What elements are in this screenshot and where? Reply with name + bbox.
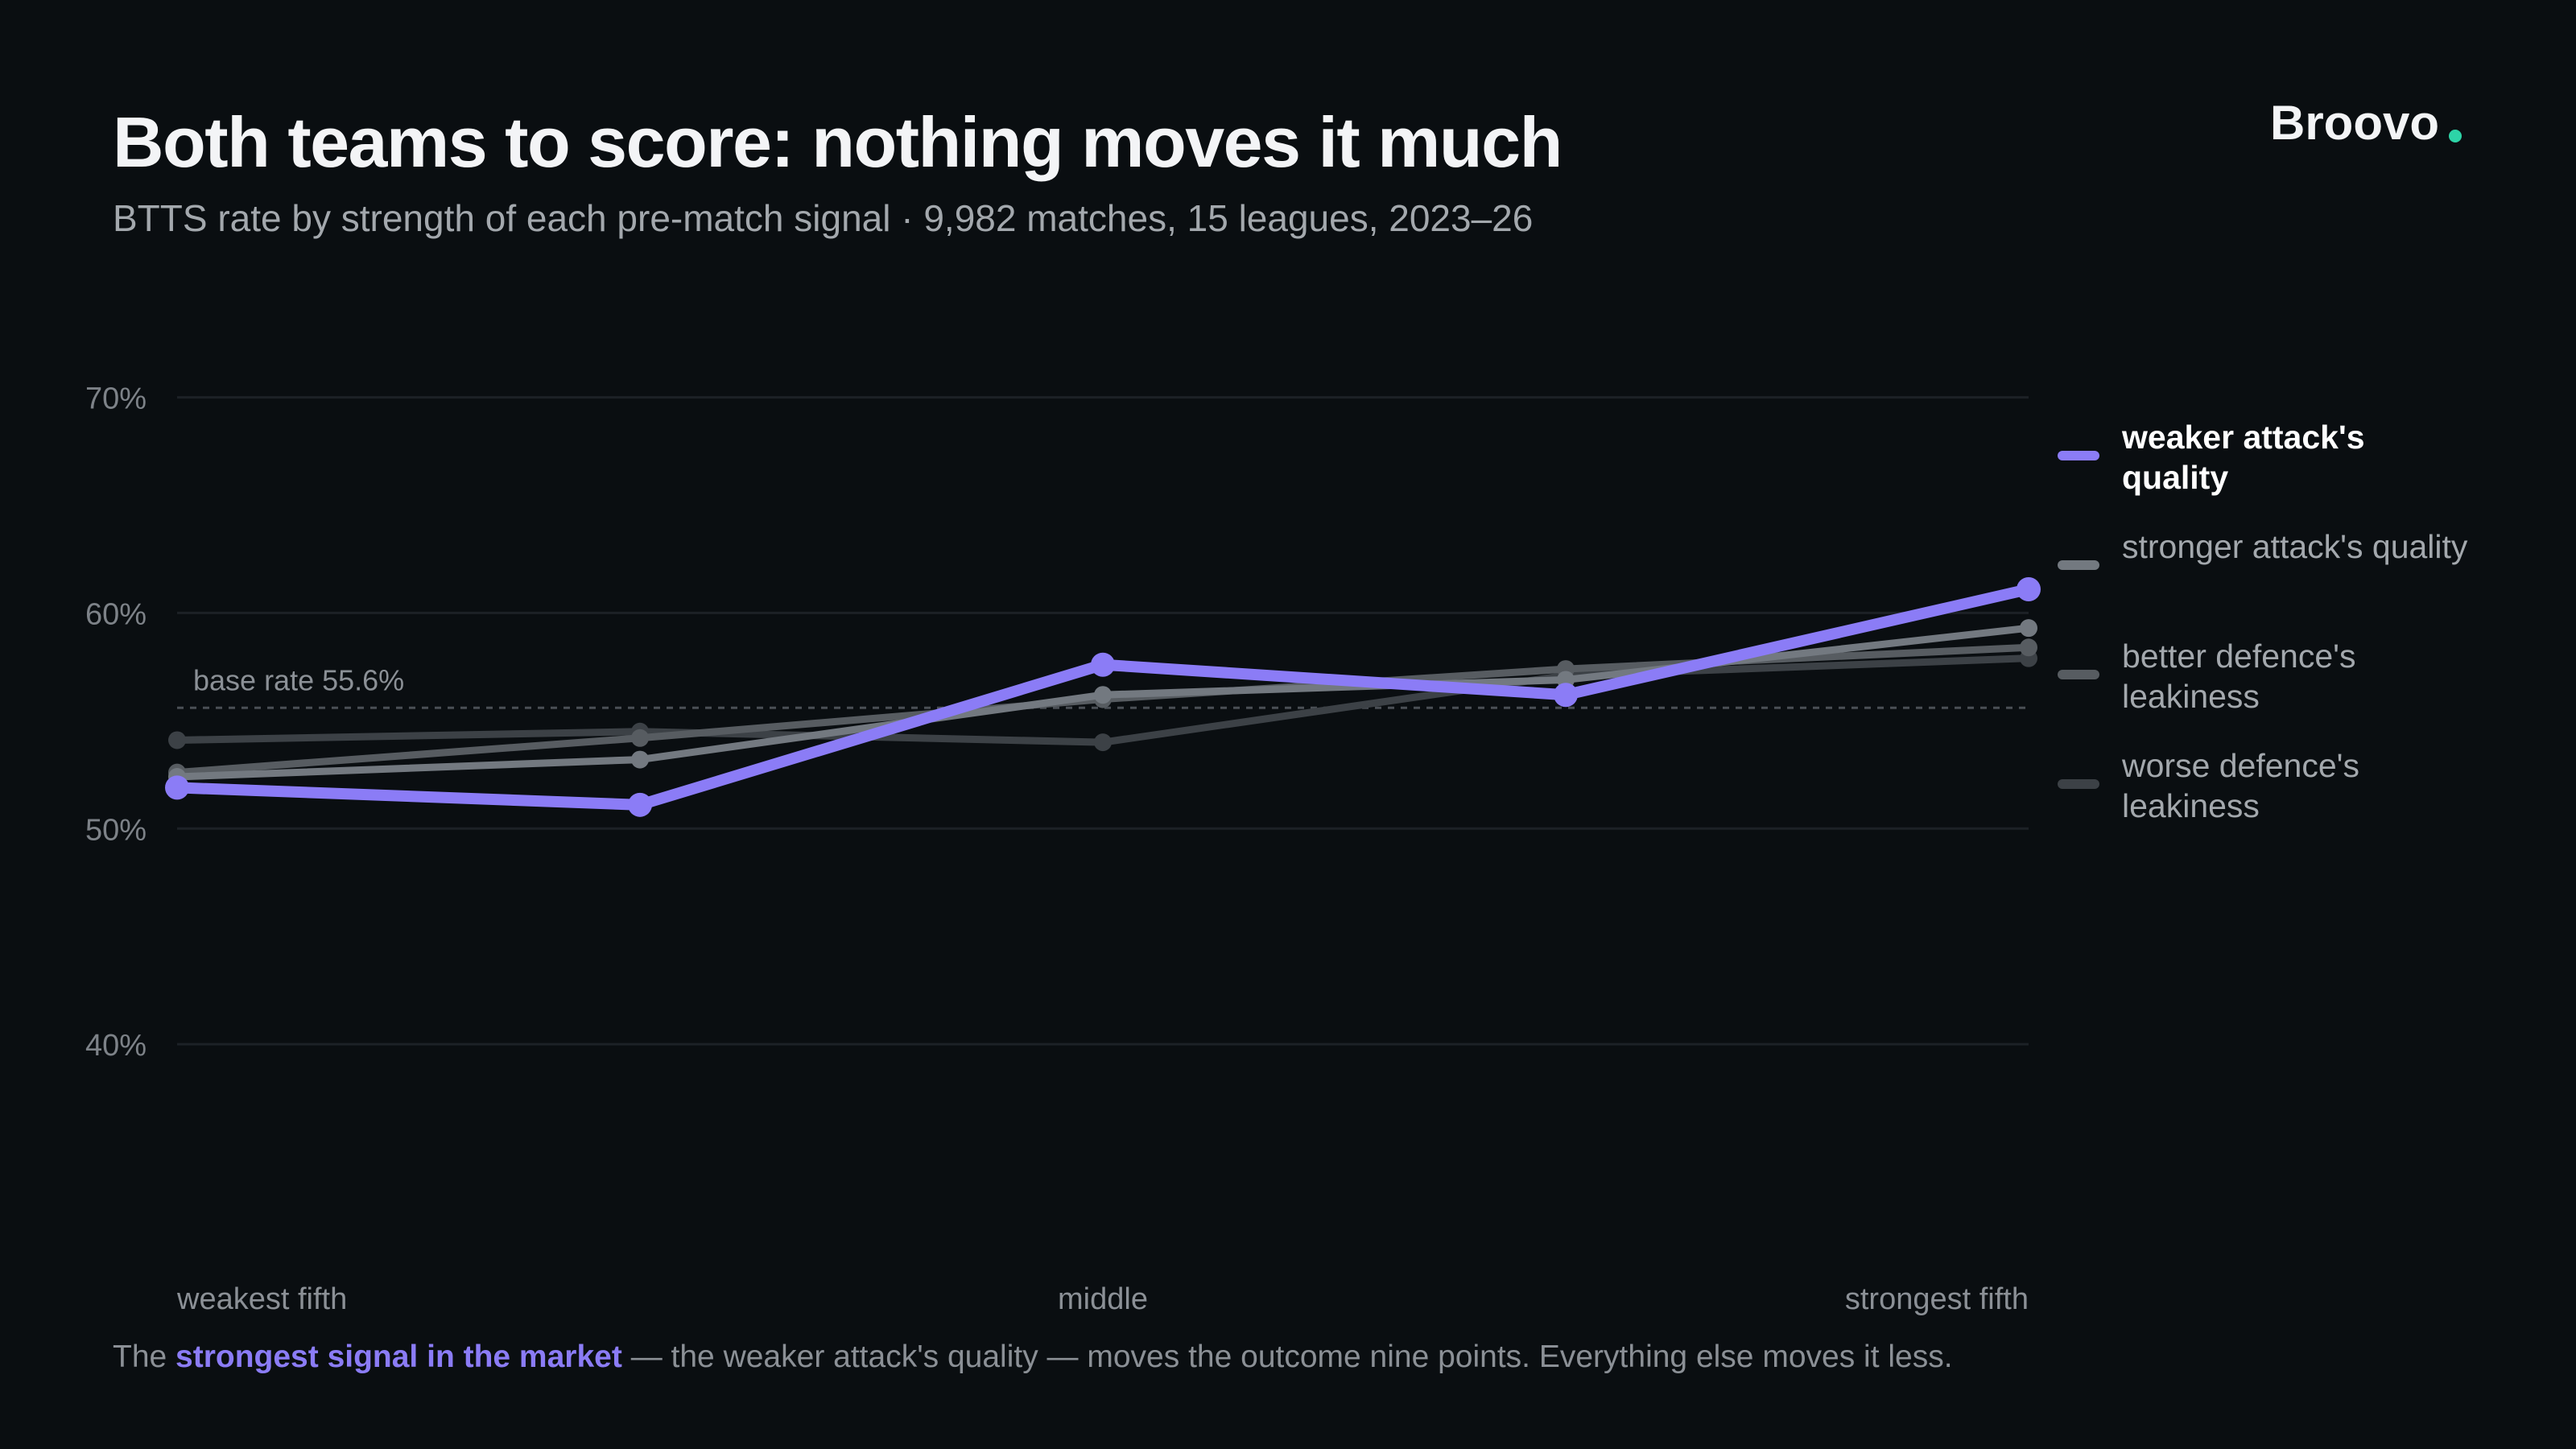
chart-legend: weaker attack's quality stronger attack's… xyxy=(2058,417,2508,855)
brand-dot-icon xyxy=(2449,130,2462,142)
chart-title: Both teams to score: nothing moves it mu… xyxy=(113,102,1563,182)
x-tick-label: strongest fifth xyxy=(1845,1282,2029,1316)
data-point xyxy=(1091,652,1115,677)
data-point xyxy=(1554,683,1578,708)
footnote-prefix: The xyxy=(113,1340,176,1374)
brand-name: Broovo xyxy=(2270,96,2439,150)
legend-item: weaker attack's quality xyxy=(2058,417,2508,526)
data-point xyxy=(628,792,652,817)
base-rate-label: base rate 55.6% xyxy=(193,663,404,696)
legend-item: stronger attack's quality xyxy=(2058,526,2508,636)
footnote-suffix: — the weaker attack's quality — moves th… xyxy=(621,1340,1953,1374)
legend-label: weaker attack's quality xyxy=(2122,419,2365,496)
footnote-highlight: strongest signal in the market xyxy=(175,1340,622,1374)
data-point xyxy=(631,729,649,747)
y-tick-label: 70% xyxy=(85,382,147,416)
legend-item: worse defence's leakiness xyxy=(2058,745,2508,855)
chart-footnote: The strongest signal in the market — the… xyxy=(113,1340,1953,1375)
data-point xyxy=(2020,619,2037,638)
x-tick-label: middle xyxy=(1058,1282,1148,1316)
legend-swatch xyxy=(2058,779,2099,789)
data-point xyxy=(168,731,186,749)
legend-label: worse defence's leakiness xyxy=(2122,747,2359,824)
data-point xyxy=(2017,576,2041,601)
series-weaker-attack-s-quality xyxy=(165,576,2041,817)
chart-subtitle: BTTS rate by strength of each pre-match … xyxy=(113,197,1534,239)
data-point xyxy=(165,775,189,800)
brand-logo: Broovo xyxy=(2270,95,2462,151)
legend-swatch xyxy=(2058,560,2099,570)
y-tick-label: 60% xyxy=(85,597,147,631)
data-point xyxy=(631,750,649,769)
y-tick-label: 40% xyxy=(85,1029,147,1063)
data-point xyxy=(2020,638,2037,657)
legend-label: better defence's leakiness xyxy=(2122,638,2356,715)
legend-item: better defence's leakiness xyxy=(2058,636,2508,745)
series-stronger-attack-s-quality xyxy=(168,619,2037,786)
data-point xyxy=(1094,733,1112,752)
x-tick-label: weakest fifth xyxy=(176,1282,347,1316)
y-tick-label: 50% xyxy=(85,813,147,847)
legend-label: stronger attack's quality xyxy=(2122,528,2468,565)
legend-swatch xyxy=(2058,451,2099,460)
legend-swatch xyxy=(2058,670,2099,679)
data-point xyxy=(1094,686,1112,704)
